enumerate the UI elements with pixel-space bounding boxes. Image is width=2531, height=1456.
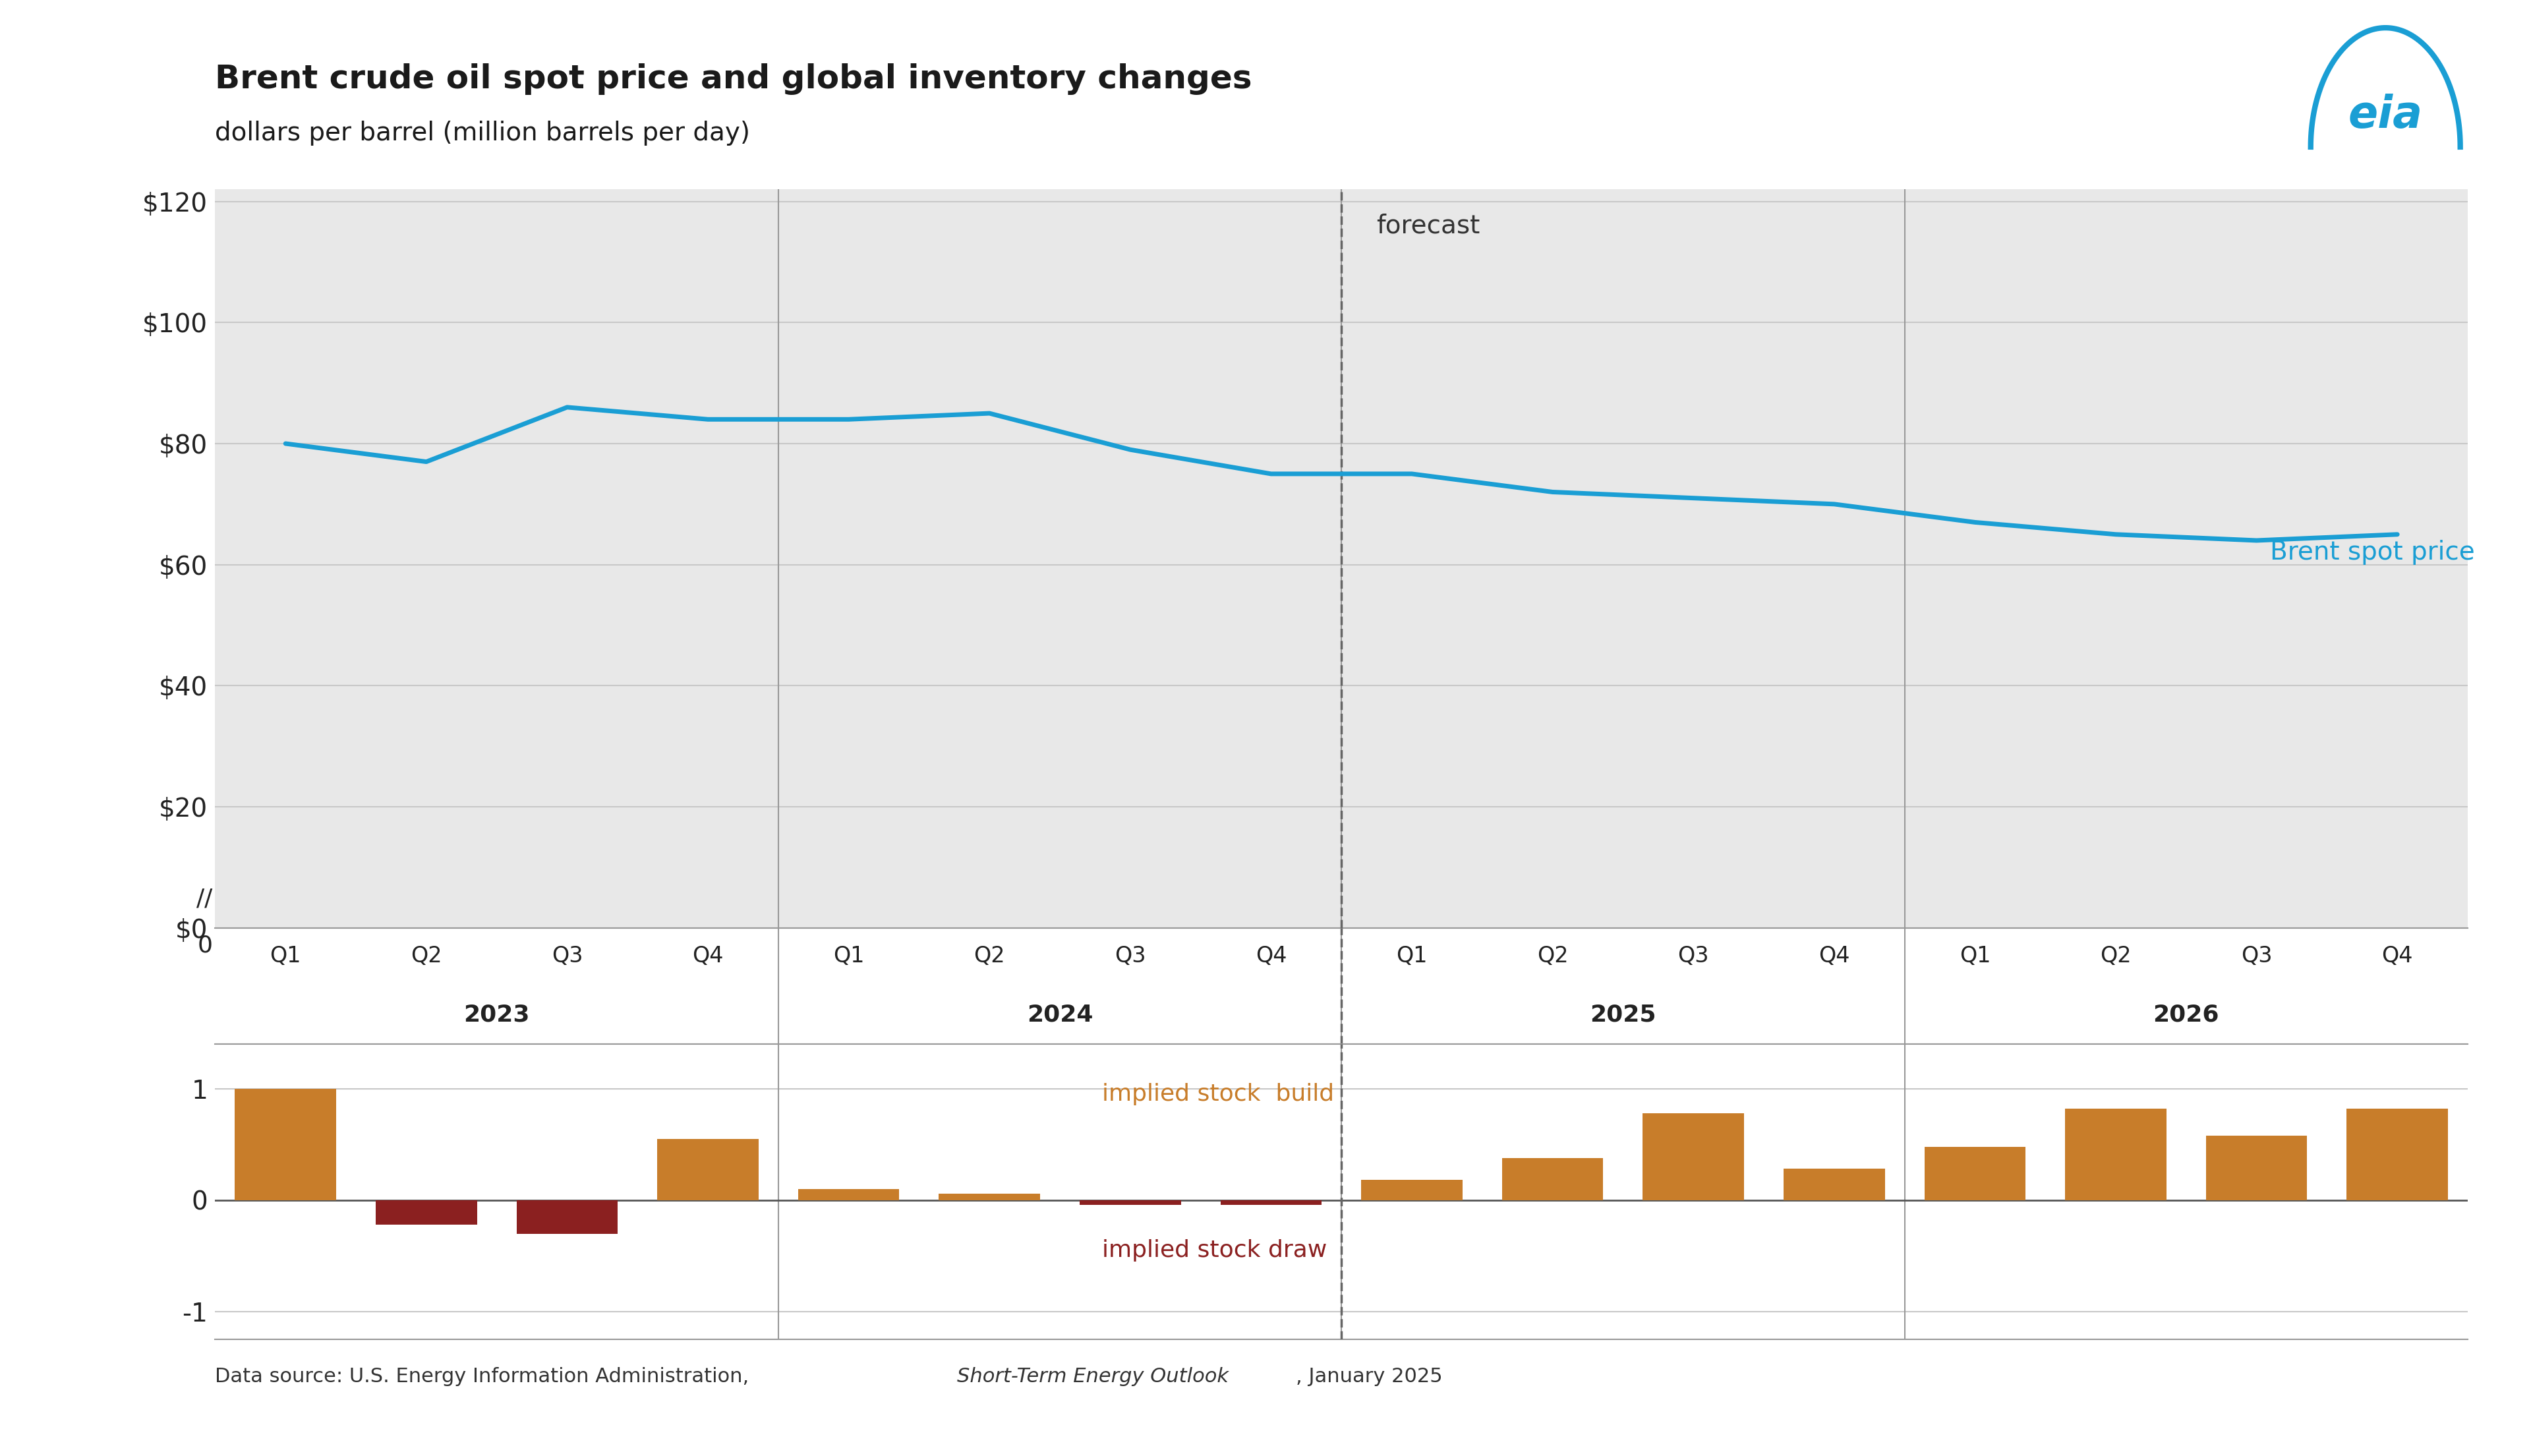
Text: //: // <box>197 887 213 910</box>
Bar <box>1924 1147 2025 1200</box>
Bar <box>516 1200 618 1233</box>
Bar <box>2207 1136 2308 1200</box>
Text: Q2: Q2 <box>410 945 443 967</box>
Bar <box>797 1190 899 1200</box>
Text: Q1: Q1 <box>833 945 863 967</box>
Text: 2025: 2025 <box>1589 1003 1655 1026</box>
Text: Q3: Q3 <box>2240 945 2273 967</box>
Text: Q2: Q2 <box>974 945 1005 967</box>
Bar <box>1784 1169 1886 1200</box>
Text: Q3: Q3 <box>552 945 582 967</box>
Text: 0: 0 <box>197 933 213 957</box>
Text: Brent spot price: Brent spot price <box>2270 540 2475 565</box>
Text: dollars per barrel (million barrels per day): dollars per barrel (million barrels per … <box>215 121 749 146</box>
Bar <box>658 1139 759 1200</box>
Bar <box>1362 1179 1463 1200</box>
Bar <box>2346 1108 2447 1200</box>
Bar <box>375 1200 476 1224</box>
Text: Q1: Q1 <box>271 945 301 967</box>
Text: Q4: Q4 <box>1820 945 1850 967</box>
Text: 2024: 2024 <box>1028 1003 1093 1026</box>
Text: eia: eia <box>2349 95 2422 137</box>
Text: Q4: Q4 <box>693 945 724 967</box>
Text: Q2: Q2 <box>2101 945 2131 967</box>
Text: Q4: Q4 <box>2382 945 2412 967</box>
Bar <box>2065 1108 2167 1200</box>
Text: 2023: 2023 <box>463 1003 529 1026</box>
Text: Q3: Q3 <box>1114 945 1147 967</box>
Text: forecast: forecast <box>1377 214 1481 239</box>
Text: Data source: U.S. Energy Information Administration,: Data source: U.S. Energy Information Adm… <box>215 1367 757 1386</box>
Text: Q4: Q4 <box>1255 945 1286 967</box>
Text: implied stock draw: implied stock draw <box>1101 1239 1326 1261</box>
Text: implied stock  build: implied stock build <box>1101 1083 1334 1105</box>
Bar <box>1501 1158 1602 1200</box>
Text: , January 2025: , January 2025 <box>1296 1367 1443 1386</box>
Text: 2026: 2026 <box>2154 1003 2220 1026</box>
Text: Q3: Q3 <box>1678 945 1708 967</box>
Text: Brent crude oil spot price and global inventory changes: Brent crude oil spot price and global in… <box>215 63 1253 95</box>
Bar <box>1643 1114 1744 1200</box>
Bar <box>235 1089 337 1200</box>
Text: Q1: Q1 <box>1959 945 1989 967</box>
Text: Q2: Q2 <box>1536 945 1569 967</box>
Text: Q1: Q1 <box>1397 945 1427 967</box>
Text: Short-Term Energy Outlook: Short-Term Energy Outlook <box>957 1367 1228 1386</box>
Bar <box>1081 1200 1182 1204</box>
Bar <box>1220 1200 1321 1204</box>
Bar <box>939 1194 1040 1200</box>
